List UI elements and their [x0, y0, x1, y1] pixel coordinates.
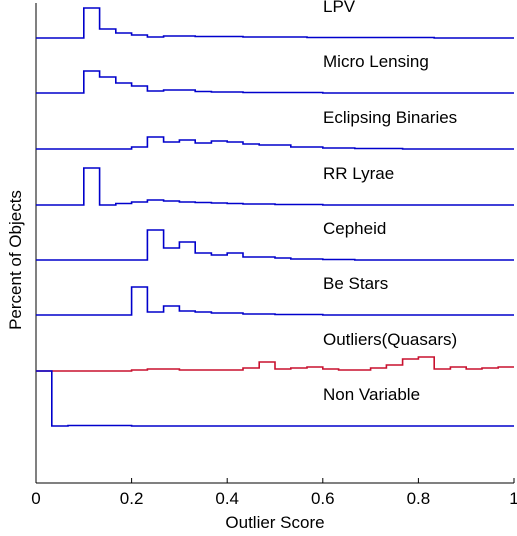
series-label: Be Stars [323, 274, 388, 293]
series-labels: LPV Micro Lensing Eclipsing Binaries RR Lyr… [323, 0, 457, 404]
x-tick-label: 0.6 [311, 489, 335, 508]
series-label: LPV [323, 0, 356, 16]
x-axis-label: Outlier Score [225, 513, 324, 532]
series-histograms [36, 7, 514, 427]
series-line-eclipsing-binaries [36, 136, 514, 150]
series-line-cepheid [36, 229, 514, 261]
x-tick-label: 1 [509, 489, 517, 508]
series-line-outliers-quasars [36, 356, 514, 372]
series-label: RR Lyrae [323, 164, 394, 183]
series-label: Non Variable [323, 385, 420, 404]
series-label: Outliers(Quasars) [323, 330, 457, 349]
series-line-rr-lyrae [36, 167, 514, 206]
series-label: Eclipsing Binaries [323, 108, 457, 127]
series-line-lpv [36, 7, 514, 39]
x-tick-labels: 0 0.2 0.4 0.6 0.8 1 [31, 478, 517, 508]
x-tick-label: 0.8 [407, 489, 431, 508]
series-line-be-stars [36, 286, 514, 316]
x-tick-label: 0 [31, 489, 40, 508]
series-line-micro-lensing [36, 70, 514, 94]
series-line-non-variable [36, 370, 514, 427]
y-axis-label: Percent of Objects [6, 190, 25, 330]
series-label: Cepheid [323, 219, 386, 238]
series-label: Micro Lensing [323, 52, 429, 71]
x-tick-label: 0.2 [120, 489, 144, 508]
x-tick-label: 0.4 [215, 489, 239, 508]
plot-axes [35, 3, 514, 484]
